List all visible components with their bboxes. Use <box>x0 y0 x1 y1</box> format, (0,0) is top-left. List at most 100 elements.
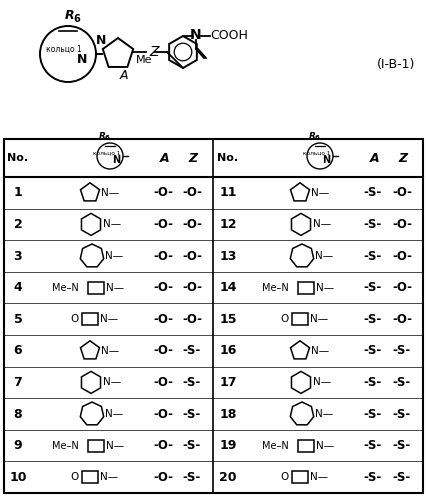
Text: -S-: -S- <box>363 471 381 484</box>
Text: N—: N— <box>309 472 327 482</box>
Text: N—: N— <box>310 346 328 356</box>
Text: Me–N: Me–N <box>52 441 79 451</box>
Bar <box>297 281 313 293</box>
Text: Me–N: Me–N <box>262 441 288 451</box>
Text: -O-: -O- <box>153 250 173 262</box>
Text: -S-: -S- <box>363 281 381 294</box>
Text: N: N <box>77 52 87 65</box>
Text: -O-: -O- <box>391 218 411 231</box>
Text: N—: N— <box>101 188 119 198</box>
Text: 14: 14 <box>219 281 236 294</box>
Text: -O-: -O- <box>153 471 173 484</box>
Text: Z: Z <box>149 45 158 59</box>
Text: -O-: -O- <box>391 313 411 326</box>
Text: 6: 6 <box>314 135 319 141</box>
Text: R: R <box>99 132 106 141</box>
Text: -O-: -O- <box>153 408 173 421</box>
Text: 16: 16 <box>219 344 236 357</box>
Text: -S-: -S- <box>363 250 381 262</box>
Text: -O-: -O- <box>391 250 411 262</box>
Text: N—: N— <box>103 377 121 387</box>
Text: 6: 6 <box>73 14 80 24</box>
Text: -O-: -O- <box>153 344 173 357</box>
Text: 6: 6 <box>14 344 22 357</box>
Text: -S-: -S- <box>392 344 410 357</box>
Text: 1: 1 <box>14 186 22 199</box>
Text: -O-: -O- <box>181 186 201 199</box>
Text: No.: No. <box>217 153 238 163</box>
Text: -O-: -O- <box>153 376 173 389</box>
Text: N—: N— <box>100 314 118 324</box>
Text: 10: 10 <box>9 471 27 484</box>
Text: 18: 18 <box>219 408 236 421</box>
Bar <box>291 313 307 325</box>
Text: 13: 13 <box>219 250 236 262</box>
Text: N—: N— <box>315 282 333 292</box>
Bar <box>4 139 422 493</box>
Text: -S-: -S- <box>182 471 201 484</box>
Text: N—: N— <box>101 346 119 356</box>
Text: 9: 9 <box>14 439 22 452</box>
Text: -S-: -S- <box>363 186 381 199</box>
Text: -S-: -S- <box>182 376 201 389</box>
Bar <box>82 471 98 483</box>
Text: -O-: -O- <box>391 186 411 199</box>
Bar <box>82 313 98 325</box>
Text: -S-: -S- <box>363 376 381 389</box>
Text: -O-: -O- <box>181 313 201 326</box>
Bar <box>88 281 104 293</box>
Text: N—: N— <box>106 441 124 451</box>
Text: -O-: -O- <box>181 281 201 294</box>
Text: N: N <box>190 28 201 42</box>
Text: N—: N— <box>103 220 121 230</box>
Text: -O-: -O- <box>181 218 201 231</box>
Bar <box>88 440 104 452</box>
Text: 8: 8 <box>14 408 22 421</box>
Text: N—: N— <box>314 409 332 419</box>
Text: Z: Z <box>188 152 197 165</box>
Bar <box>297 440 313 452</box>
Text: -S-: -S- <box>182 439 201 452</box>
Text: No.: No. <box>7 153 29 163</box>
Text: N—: N— <box>312 220 330 230</box>
Bar <box>291 471 307 483</box>
Text: -O-: -O- <box>153 186 173 199</box>
Text: Me: Me <box>136 55 153 65</box>
Text: кольцо 1: кольцо 1 <box>46 44 82 53</box>
Text: (I-B-1): (I-B-1) <box>376 57 414 70</box>
Text: 7: 7 <box>14 376 22 389</box>
Text: -S-: -S- <box>182 408 201 421</box>
Text: N—: N— <box>100 472 118 482</box>
Text: O: O <box>71 314 79 324</box>
Text: A: A <box>160 152 170 165</box>
Text: N—: N— <box>314 251 332 261</box>
Text: 20: 20 <box>219 471 236 484</box>
Text: N—: N— <box>312 377 330 387</box>
Text: 17: 17 <box>219 376 236 389</box>
Text: N—: N— <box>315 441 333 451</box>
Text: COOH: COOH <box>210 28 248 41</box>
Text: O: O <box>71 472 79 482</box>
Text: R: R <box>65 9 75 22</box>
Text: Z: Z <box>397 152 406 165</box>
Text: 11: 11 <box>219 186 236 199</box>
Text: N: N <box>95 34 106 47</box>
Text: Me–N: Me–N <box>262 282 288 292</box>
Text: 4: 4 <box>14 281 22 294</box>
Text: -O-: -O- <box>153 439 173 452</box>
Text: кольцо 1: кольцо 1 <box>302 151 330 156</box>
Text: 5: 5 <box>14 313 22 326</box>
Text: O: O <box>280 314 288 324</box>
Text: -S-: -S- <box>363 218 381 231</box>
Text: -S-: -S- <box>363 408 381 421</box>
Text: -S-: -S- <box>363 439 381 452</box>
Text: N—: N— <box>105 409 123 419</box>
Text: -S-: -S- <box>363 344 381 357</box>
Text: N—: N— <box>310 188 328 198</box>
Text: A: A <box>369 152 379 165</box>
Text: Me–N: Me–N <box>52 282 79 292</box>
Text: 6: 6 <box>105 135 109 141</box>
Text: кольцо 1: кольцо 1 <box>93 151 121 156</box>
Text: R: R <box>308 132 315 141</box>
Text: 2: 2 <box>14 218 22 231</box>
